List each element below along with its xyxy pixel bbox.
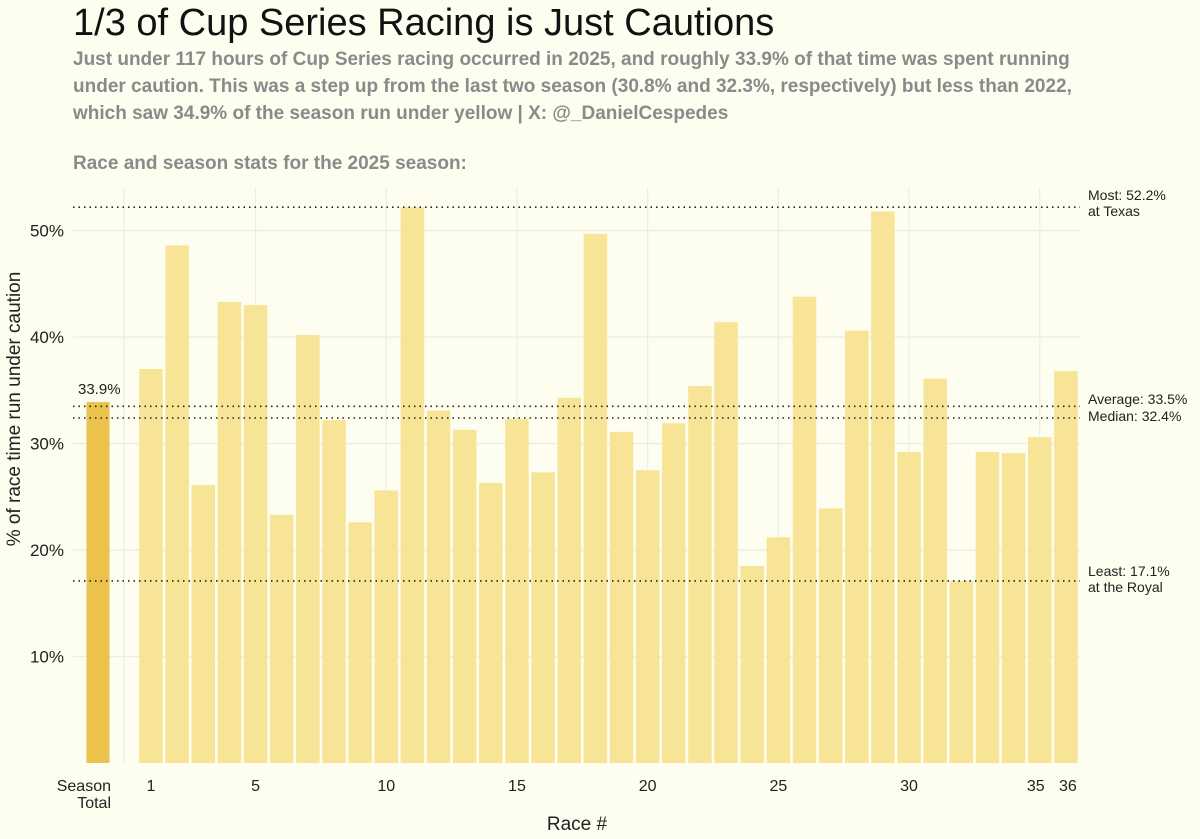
race-bar-21 [662,423,686,763]
race-bar-9 [348,522,372,763]
section-label: Race and season stats for the 2025 seaso… [73,153,467,174]
race-bar-29 [871,211,895,764]
race-bar-16 [531,472,555,763]
race-bar-30 [897,452,921,763]
race-bar-35 [1028,437,1052,763]
race-bar-13 [452,429,477,763]
race-bar-10 [374,490,399,763]
reference-label-average: Average: 33.5% [1088,391,1187,407]
race-bar-5 [243,305,268,763]
y-tick-label-20: 20% [30,541,64,560]
x-tick-label-15: 15 [508,778,526,795]
text-layer: 10% 20% 30% 40% 50% 33.9% Most: 52.2%at Texas A… [4,187,1187,835]
y-tick-label-30: 30% [30,435,64,454]
season-total-bar [86,402,110,763]
season-total-value-label: 33.9% [78,381,121,398]
race-bar-24 [740,566,764,763]
x-tick-label-35: 35 [1027,778,1045,795]
race-bar-1 [139,369,163,763]
race-bar-14 [479,482,503,763]
race-bar-36 [1054,371,1078,763]
race-bar-7 [296,334,320,763]
reference-sublabel-least: at the Royal [1088,579,1163,595]
x-tick-label-1: 1 [147,778,156,795]
x-tick-label-10: 10 [377,778,395,795]
y-axis-title: % of race time run under caution [4,272,25,547]
x-tick-label-30: 30 [900,778,918,795]
race-bar-15 [505,419,529,763]
race-bar-20 [635,470,660,763]
reference-label-least: Least: 17.1% [1088,563,1170,579]
x-tick-label-25: 25 [769,778,787,795]
y-tick-label-40: 40% [30,328,64,347]
race-bar-4 [217,301,242,763]
reference-sublabel-most: at Texas [1088,203,1140,219]
race-bar-27 [818,508,843,763]
race-bar-12 [426,410,451,763]
race-bar-33 [975,452,1000,763]
race-bar-2 [165,245,189,763]
x-tick-label-20: 20 [639,778,657,795]
x-axis-title: Race # [547,814,608,835]
x-tick-label-total: Total [77,795,111,812]
x-tick-label-5: 5 [251,778,260,795]
x-tick-label-36: 36 [1059,778,1077,795]
bars-layer [86,207,1078,764]
race-bar-22 [688,386,712,763]
race-bar-6 [269,514,294,763]
race-bar-11 [400,207,425,763]
chart-title: 1/3 of Cup Series Racing is Just Caution… [73,2,775,44]
race-bar-3 [191,485,216,763]
race-bar-25 [766,537,791,763]
chart-subtitle: Just under 117 hours of Cup Series racin… [73,49,1072,124]
race-bar-34 [1001,453,1026,763]
x-tick-label-season: Season [57,778,111,795]
race-bar-28 [845,330,869,763]
y-tick-label-50: 50% [30,222,64,241]
race-bar-18 [583,233,608,763]
reference-label-median: Median: 32.4% [1088,408,1181,424]
race-bar-26 [792,296,817,763]
race-bar-23 [714,322,738,763]
race-bar-32 [949,580,974,763]
race-bar-19 [609,431,634,763]
race-bar-8 [322,420,346,763]
race-bar-31 [923,378,947,763]
reference-label-most: Most: 52.2% [1088,187,1166,203]
y-tick-label-10: 10% [30,648,64,667]
